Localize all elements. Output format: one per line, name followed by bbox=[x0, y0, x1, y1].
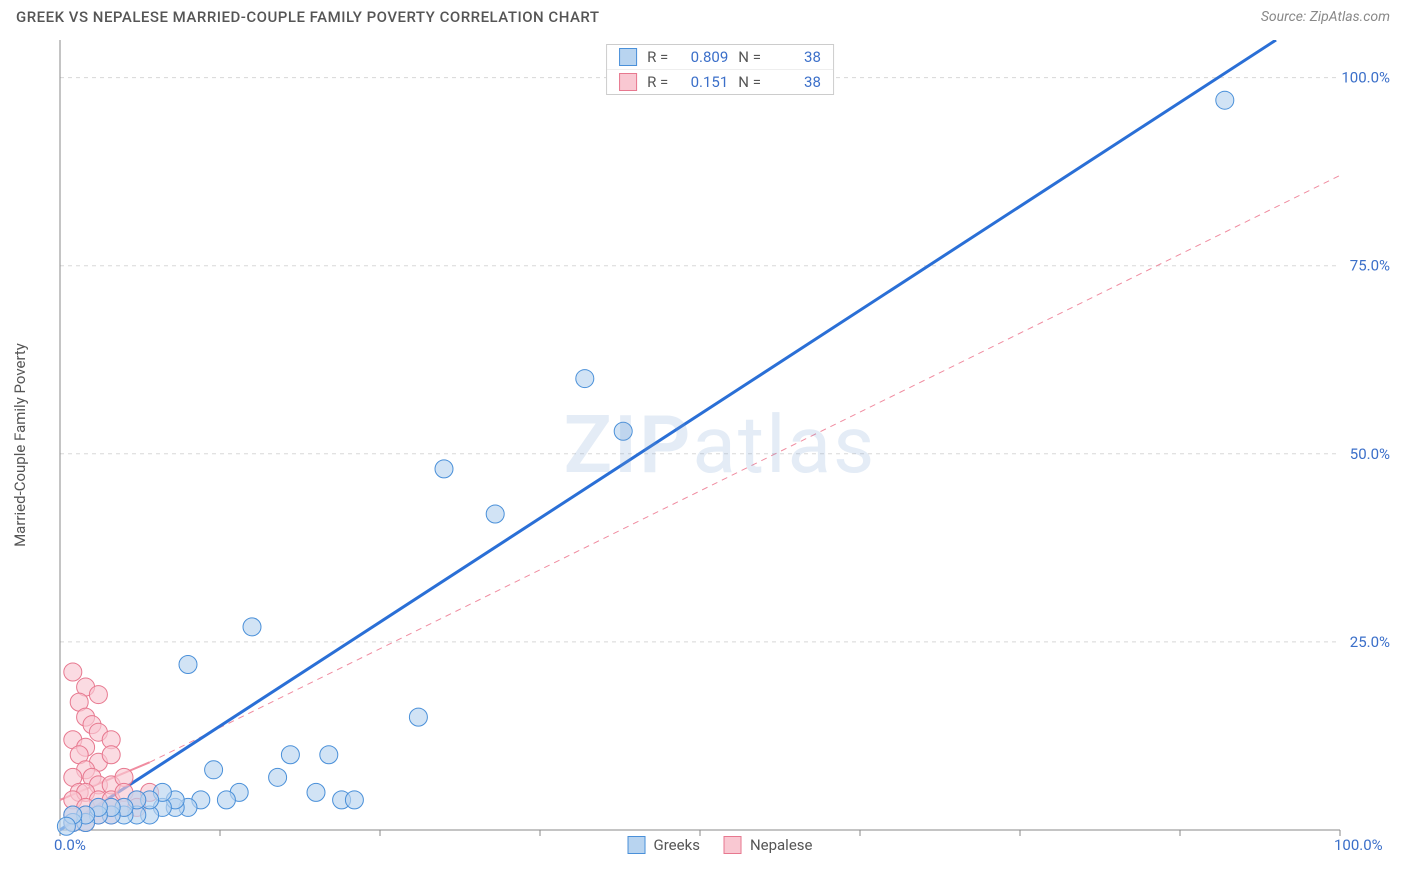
source-attribution: Source: ZipAtlas.com bbox=[1261, 9, 1390, 25]
legend-label-nepalese: Nepalese bbox=[750, 836, 813, 854]
svg-text:50.0%: 50.0% bbox=[1350, 445, 1390, 463]
n-value-greeks: 38 bbox=[771, 48, 821, 66]
y-axis-label: Married-Couple Family Poverty bbox=[11, 343, 29, 547]
stats-row-nepalese: R = 0.151 N = 38 bbox=[607, 69, 833, 94]
legend-item-greeks: Greeks bbox=[628, 836, 700, 854]
n-label: N = bbox=[738, 73, 761, 91]
r-value-nepalese: 0.151 bbox=[678, 73, 728, 91]
r-label: R = bbox=[647, 48, 668, 66]
svg-text:100.0%: 100.0% bbox=[1341, 69, 1390, 87]
legend-label-greeks: Greeks bbox=[654, 836, 700, 854]
svg-text:75.0%: 75.0% bbox=[1350, 257, 1390, 275]
x-origin-label: 0.0% bbox=[54, 836, 86, 854]
legend-item-nepalese: Nepalese bbox=[724, 836, 813, 854]
r-label: R = bbox=[647, 73, 668, 91]
stats-row-greeks: R = 0.809 N = 38 bbox=[607, 45, 833, 69]
n-value-nepalese: 38 bbox=[771, 73, 821, 91]
swatch-nepalese bbox=[724, 836, 742, 854]
swatch-greeks bbox=[619, 48, 637, 66]
r-value-greeks: 0.809 bbox=[678, 48, 728, 66]
stats-legend: R = 0.809 N = 38 R = 0.151 N = 38 bbox=[606, 44, 834, 95]
swatch-greeks bbox=[628, 836, 646, 854]
series-legend: Greeks Nepalese bbox=[628, 836, 813, 854]
svg-text:25.0%: 25.0% bbox=[1350, 633, 1390, 651]
chart-title: GREEK VS NEPALESE MARRIED-COUPLE FAMILY … bbox=[16, 8, 600, 26]
chart-area: Married-Couple Family Poverty ZIPatlas R… bbox=[50, 40, 1390, 850]
x-max-label: 100.0% bbox=[1334, 836, 1383, 854]
swatch-nepalese bbox=[619, 73, 637, 91]
scatter-plot-svg: 25.0% 50.0% 75.0% 100.0% bbox=[50, 40, 1400, 850]
n-label: N = bbox=[738, 48, 761, 66]
